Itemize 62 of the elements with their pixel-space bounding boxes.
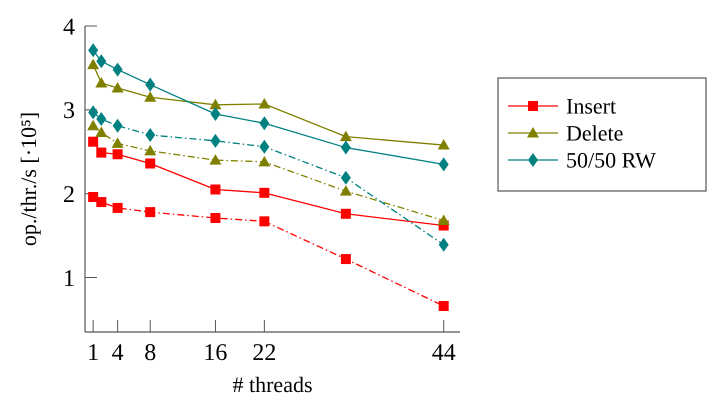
- y-tick-label: 2: [63, 182, 75, 208]
- point: [438, 157, 449, 172]
- point: [259, 188, 270, 198]
- point: [145, 78, 156, 92]
- point: [438, 301, 449, 312]
- point: [259, 116, 270, 130]
- point: [88, 136, 98, 147]
- point: [112, 149, 123, 160]
- legend-label: 50/50 RW: [566, 148, 656, 173]
- point: [438, 139, 450, 150]
- point: [340, 140, 351, 155]
- point: [340, 170, 351, 185]
- point: [438, 238, 449, 252]
- point: [258, 156, 270, 166]
- point: [259, 140, 270, 154]
- point: [87, 58, 100, 70]
- y-tick-label: 4: [63, 14, 75, 40]
- point: [87, 120, 100, 130]
- point: [145, 128, 156, 142]
- x-tick-label: 44: [432, 340, 456, 366]
- point: [210, 184, 220, 194]
- point: [95, 126, 108, 137]
- point: [144, 91, 156, 102]
- point: [88, 105, 98, 120]
- point: [340, 254, 351, 264]
- point: [112, 62, 123, 77]
- point: [259, 216, 270, 226]
- point: [209, 154, 222, 165]
- x-tick-label: 1: [87, 340, 100, 366]
- point: [210, 107, 220, 122]
- point: [96, 112, 106, 126]
- point: [145, 207, 156, 218]
- point: [96, 197, 106, 208]
- point: [340, 130, 352, 142]
- point: [258, 98, 270, 108]
- x-axis-title: # threads: [232, 372, 313, 397]
- point: [210, 212, 220, 223]
- point: [438, 214, 450, 225]
- legend-label: Delete: [566, 120, 624, 146]
- point: [112, 202, 123, 213]
- y-axis-title: op./thr./s [·10⁵]: [16, 112, 41, 246]
- point: [88, 192, 98, 202]
- point: [95, 77, 108, 88]
- point: [112, 137, 124, 148]
- y-tick-label: 3: [63, 98, 75, 124]
- x-tick-label: 22: [252, 340, 276, 366]
- point: [145, 158, 156, 168]
- point: [340, 208, 351, 219]
- point: [210, 134, 220, 148]
- y-tick-label: 1: [63, 266, 75, 292]
- point: [209, 98, 222, 110]
- point: [96, 54, 106, 68]
- x-tick-label: 8: [144, 340, 156, 366]
- point: [88, 43, 98, 58]
- point: [112, 82, 124, 93]
- x-tick-label: 4: [112, 340, 124, 366]
- legend-label: Insert: [566, 94, 616, 119]
- point: [96, 148, 106, 158]
- point: [144, 144, 156, 156]
- point: [340, 185, 352, 196]
- x-tick-label: 16: [203, 340, 228, 366]
- point: [112, 118, 123, 133]
